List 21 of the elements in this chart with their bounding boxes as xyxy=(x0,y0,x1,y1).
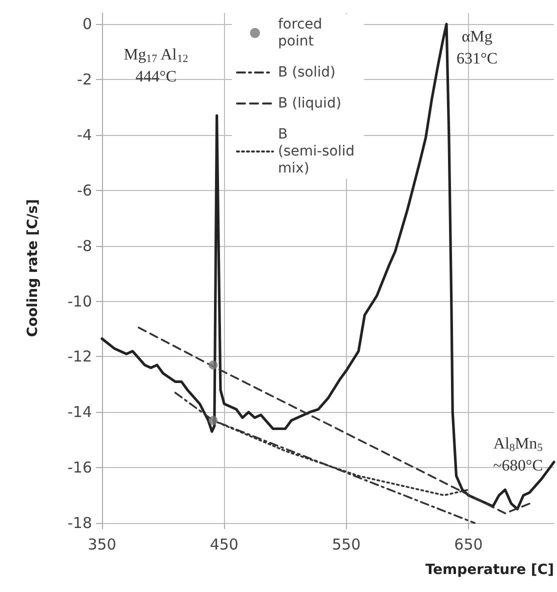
y-tick-label: -14 xyxy=(68,403,92,422)
y-tick-label: 0 xyxy=(82,15,92,34)
y-tick-label: -6 xyxy=(77,181,92,200)
y-axis-title: Cooling rate [C/s] xyxy=(25,199,41,337)
x-tick-label: 650 xyxy=(454,536,483,554)
legend-label: forced point xyxy=(278,16,327,50)
legend-label: B (liquid) xyxy=(278,96,342,112)
x-tick-label: 450 xyxy=(210,536,238,554)
x-tick-label: 550 xyxy=(332,536,361,554)
y-tick-label: -18 xyxy=(68,514,92,532)
y-tick-label: -10 xyxy=(68,292,92,310)
legend-label: B (semi-solid mix) xyxy=(278,126,359,176)
y-tick-label: -16 xyxy=(68,458,92,477)
x-axis-title: Temperature [C] xyxy=(425,562,554,578)
y-tick-label: -4 xyxy=(77,126,92,144)
y-tick-label: -12 xyxy=(68,348,92,366)
legend-label: B (solid) xyxy=(278,64,336,80)
y-tick-label: -8 xyxy=(77,236,92,255)
x-tick-label: 350 xyxy=(88,536,116,554)
annotation: αMg 631°C xyxy=(456,28,498,68)
y-tick-label: -2 xyxy=(77,70,92,89)
